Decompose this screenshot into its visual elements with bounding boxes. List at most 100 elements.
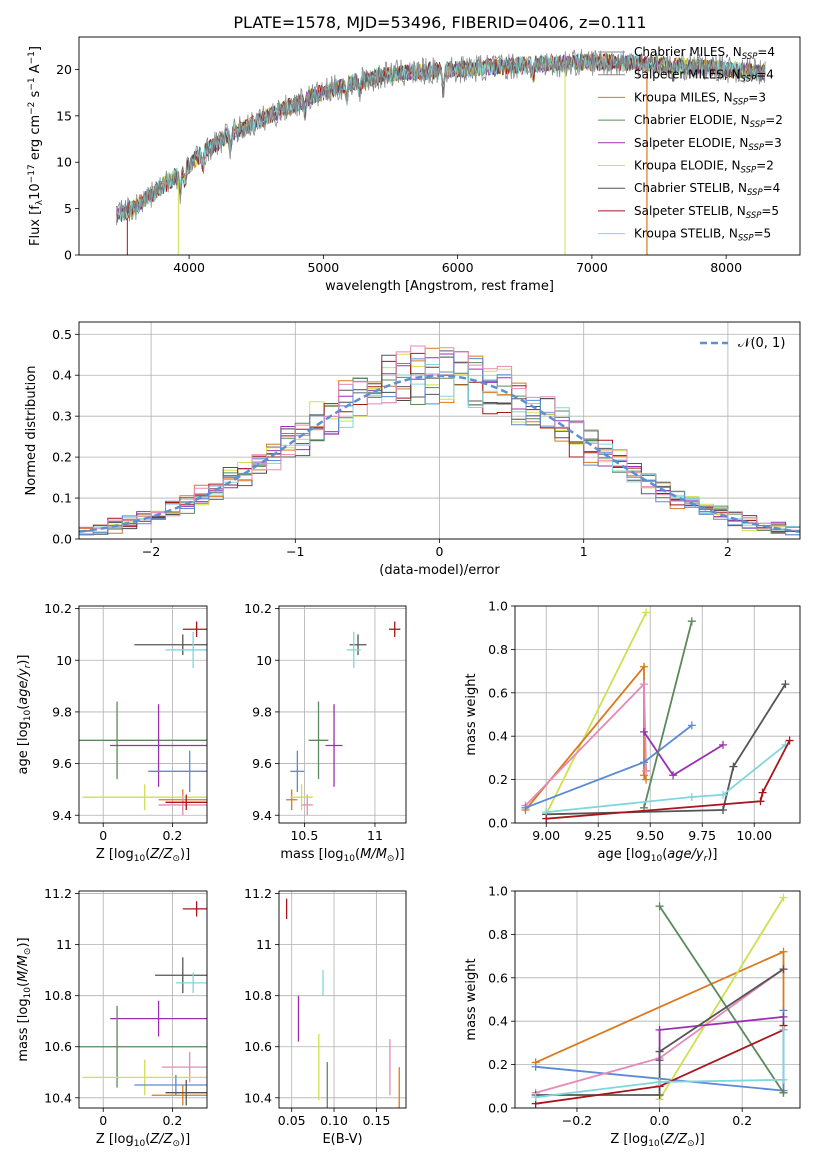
massweight-vs-age-ytick-label: 0.8: [488, 642, 508, 657]
legend-entry-label: Chabrier STELIB, N: [634, 181, 747, 195]
mass-vs-EBV-frame: [278, 890, 407, 1109]
spectrum-ytick-label: 20: [56, 62, 72, 77]
massweight-vs-Z-marker: [779, 947, 788, 956]
massweight-vs-age-xtick-label: 9.75: [688, 828, 716, 843]
massweight-vs-age-marker: [687, 792, 696, 801]
age-vs-mass-label-part: )]: [394, 847, 404, 862]
massweight-vs-Z-xtick-label: 0.2: [732, 1113, 752, 1128]
age-vs-Z-label-part: y: [16, 668, 31, 677]
legend-entry-label: Salpeter ELODIE, N: [634, 136, 748, 150]
mass-vs-Z-label-part: )]: [180, 1132, 190, 1147]
age-vs-Z-label-part: 10: [23, 710, 33, 722]
mass-vs-EBV-xtick-label: 0.05: [278, 1113, 306, 1128]
residual-histogram-ytick-label: 0.2: [52, 450, 72, 465]
legend-entry-label: Salpeter STELIB, N: [634, 204, 746, 218]
legend-entry-sub: SSP: [742, 52, 758, 62]
mass-vs-Z-ytick-label: 10.8: [44, 988, 72, 1003]
mass-vs-Z-ytick-label: 11: [56, 937, 72, 952]
massweight-vs-age-marker: [785, 736, 794, 745]
massweight-vs-Z-marker: [779, 1012, 788, 1021]
mass-vs-Z-label-part: M: [16, 955, 31, 966]
age-vs-Z-label-part: )]: [16, 655, 31, 665]
legend-entry-label: Salpeter MILES, N: [634, 68, 741, 82]
massweight-vs-Z-marker: [655, 1047, 664, 1056]
legend-entry-sub: SSP: [741, 75, 757, 85]
massweight-vs-Z-ytick-label: 0.4: [488, 1014, 508, 1029]
age-vs-Z-label-part: )]: [180, 847, 190, 862]
age-vs-mass-ytick-label: 9.6: [252, 756, 272, 771]
massweight-vs-Z-marker: [531, 1062, 540, 1071]
age-vs-Z-label-part: (: [145, 847, 150, 862]
massweight-vs-age-ylabel: mass weight: [464, 673, 479, 755]
massweight-vs-Z-marker: [779, 893, 788, 902]
spectrum-ylabel-part: Flux [f: [28, 205, 43, 246]
spectrum-ytick-label: 0: [64, 248, 72, 263]
massweight-vs-Z-marker: [779, 965, 788, 974]
massweight-vs-Z-ytick-label: 0.6: [488, 970, 508, 985]
spectrum-ylabel-part: −17: [27, 164, 37, 183]
legend-entry-sub: SSP: [733, 97, 749, 107]
gaussian-curve: [79, 374, 800, 534]
massweight-vs-age-marker: [719, 790, 728, 799]
age-vs-Z-xtick-label: 0: [99, 828, 107, 843]
massweight-vs-age-label-part: 10: [651, 854, 663, 864]
age-vs-Z-xtick-label: 0.2: [162, 828, 182, 843]
massweight-vs-Z-label-part: Z [log: [610, 1132, 648, 1147]
legend-entry-value: =2: [765, 113, 783, 127]
figure-title: PLATE=1578, MJD=53496, FIBERID=0406, z=0…: [233, 13, 646, 32]
residual-histogram-ytick-label: 0.5: [52, 327, 72, 342]
massweight-vs-age-marker: [639, 662, 648, 671]
mass-vs-Z-xtick-label: 0.2: [162, 1113, 182, 1128]
mass-vs-Z-label-part: ⊙: [172, 1139, 180, 1149]
legend-entry: Salpeter ELODIE, NSSP=3: [634, 136, 782, 153]
mass-vs-Z-label-part: 10: [23, 987, 33, 999]
massweight-vs-Z-ytick-label: 0.8: [488, 927, 508, 942]
massweight-vs-age-series: [545, 612, 647, 815]
massweight-vs-age-marker: [642, 608, 651, 617]
mass-vs-EBV-plot: [285, 898, 400, 1108]
spectrum-ylabel-part: ]: [28, 46, 43, 51]
massweight-vs-age-label-part: r: [704, 854, 709, 864]
massweight-vs-age-marker: [642, 775, 651, 784]
age-vs-mass-plot: [286, 621, 401, 816]
age-vs-Z-ytick-label: 10.2: [44, 601, 72, 616]
mass-vs-Z-label-part: (: [16, 982, 31, 987]
legend-entry-label: Chabrier ELODIE, N: [634, 113, 750, 127]
residual-histogram-ytick-label: 0.1: [52, 491, 72, 506]
massweight-vs-age-series: [524, 681, 647, 807]
age-vs-Z-xlabel: Z [log10(Z/Z⊙)]: [96, 847, 190, 864]
spectrum-ylabel-part: 10: [28, 183, 43, 200]
mass-vs-EBV-ytick-label: 10.6: [244, 1039, 272, 1054]
massweight-vs-Z-marker: [655, 1090, 664, 1099]
massweight-vs-Z-label-part: ⊙: [687, 1139, 695, 1149]
legend-entry: Chabrier STELIB, NSSP=4: [634, 181, 780, 198]
massweight-vs-age-ytick-label: 0.2: [488, 772, 508, 787]
spectrum-ytick-label: 15: [56, 108, 72, 123]
legend-entry: Salpeter STELIB, NSSP=5: [634, 204, 779, 221]
age-vs-Z-ytick-label: 10: [56, 653, 72, 668]
spectrum-ylabel-part: erg cm: [28, 115, 43, 164]
massweight-vs-Z-label-part: (: [660, 1132, 665, 1147]
massweight-vs-age-marker: [669, 771, 678, 780]
legend-entry: Chabrier ELODIE, NSSP=2: [634, 113, 783, 130]
mass-vs-Z-label-part: Z/: [149, 1132, 165, 1147]
legend-entry-label: Chabrier MILES, N: [634, 45, 742, 59]
age-vs-mass-label-part: mass [log: [280, 847, 343, 862]
spectrum-xlabel: wavelength [Angstrom, rest frame]: [325, 279, 554, 294]
mass-vs-Z-plot: [79, 901, 207, 1106]
legend-entry-label: Kroupa STELIB, N: [634, 227, 738, 241]
age-vs-mass-label-part: M: [376, 847, 387, 862]
legend-entry-sub: SSP: [748, 143, 764, 153]
massweight-vs-age-marker: [521, 803, 530, 812]
massweight-vs-Z-series: [658, 905, 785, 1094]
age-vs-Z-label-part: Z: [163, 847, 174, 862]
residual-histogram-frame: [78, 321, 801, 540]
age-vs-Z-label-part: Z/: [149, 847, 165, 862]
residual-histogram-series: [79, 345, 800, 539]
massweight-vs-age-marker: [639, 680, 648, 689]
legend-entry-label: Kroupa ELODIE, N: [634, 159, 741, 173]
residual-histogram-xtick-label: 2: [724, 544, 732, 559]
